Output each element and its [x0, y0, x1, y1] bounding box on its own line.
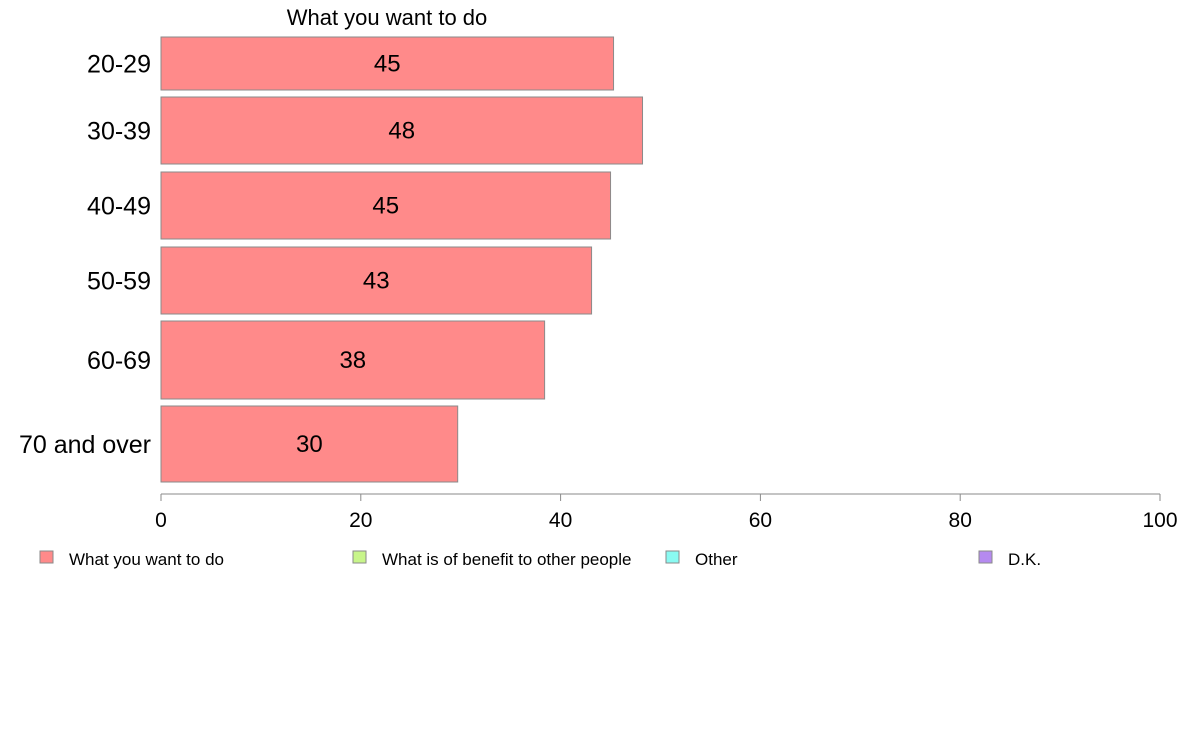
legend-swatch — [39, 550, 54, 564]
bar-value-label: 45 — [372, 193, 399, 220]
bar-value-label: 38 — [339, 347, 366, 374]
category-label: 60-69 — [87, 347, 151, 375]
legend-swatch — [352, 550, 367, 564]
x-tick-label: 20 — [349, 509, 372, 532]
bar-value-label: 43 — [363, 268, 390, 295]
legend-label: D.K. — [1008, 550, 1041, 569]
x-tick-label: 100 — [1142, 509, 1177, 532]
x-tick-label: 40 — [549, 509, 572, 532]
category-label: 50-59 — [87, 268, 151, 296]
legend: What you want to do What is of benefit to… — [39, 550, 1041, 569]
bar-40-49 — [160, 171, 612, 240]
bar-value-label: 30 — [296, 431, 323, 458]
category-label: 70 and over — [19, 431, 151, 459]
legend-label: What you want to do — [69, 550, 224, 569]
category-label: 20-29 — [87, 51, 151, 79]
x-tick-label: 80 — [949, 509, 972, 532]
category-label: 30-39 — [87, 118, 151, 146]
bar-20-29 — [160, 36, 615, 91]
bar-50-59 — [160, 246, 593, 315]
bar-value-label: 48 — [388, 118, 415, 145]
legend-label: What is of benefit to other people — [382, 550, 632, 569]
bar-value-label: 45 — [374, 51, 401, 78]
legend-swatch — [665, 550, 680, 564]
bar-70-and-over — [160, 405, 459, 483]
chart-title: What you want to do — [287, 5, 488, 30]
x-axis: 0 20 40 60 80 100 — [155, 493, 1178, 532]
bar-60-69 — [160, 320, 546, 400]
bar-30-39 — [160, 96, 644, 165]
legend-label: Other — [695, 550, 738, 569]
x-tick-label: 0 — [155, 509, 167, 532]
legend-swatch — [978, 550, 993, 564]
category-label: 40-49 — [87, 193, 151, 221]
bars-layer: 45 20-29 48 30-39 45 40-49 43 50-59 38 60-69 30 70 … — [19, 36, 644, 483]
x-tick-label: 60 — [749, 509, 772, 532]
